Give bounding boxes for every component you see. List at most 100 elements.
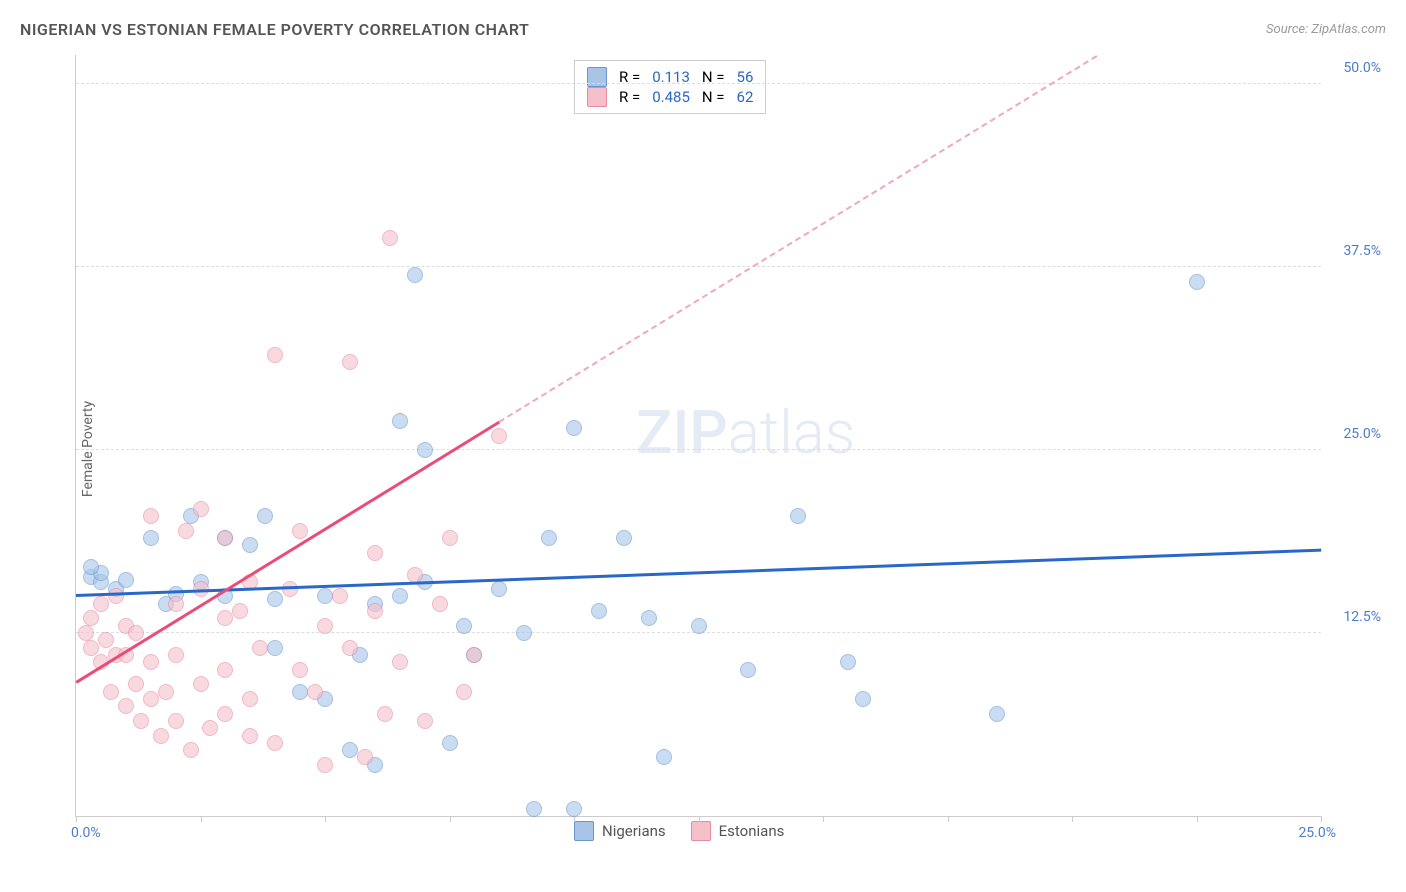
point-estonian bbox=[128, 676, 144, 692]
point-estonian bbox=[143, 691, 159, 707]
point-estonian bbox=[217, 662, 233, 678]
blue-trend-line bbox=[76, 548, 1321, 596]
source-label: Source: ZipAtlas.com bbox=[1266, 22, 1386, 37]
chart-container: NIGERIAN VS ESTONIAN FEMALE POVERTY CORR… bbox=[0, 0, 1406, 892]
x-axis-min-label: 0.0% bbox=[71, 825, 101, 841]
point-nigerian bbox=[740, 662, 756, 678]
point-estonian bbox=[282, 581, 298, 597]
y-tick-label: 25.0% bbox=[1343, 426, 1381, 442]
swatch-pink bbox=[691, 821, 711, 841]
point-nigerian bbox=[83, 559, 99, 575]
point-estonian bbox=[417, 713, 433, 729]
point-nigerian bbox=[417, 442, 433, 458]
point-nigerian bbox=[118, 572, 134, 588]
x-tick bbox=[1072, 816, 1073, 822]
x-tick bbox=[1197, 816, 1198, 822]
point-estonian bbox=[168, 647, 184, 663]
point-estonian bbox=[133, 713, 149, 729]
legend-item: Estonians bbox=[691, 821, 785, 841]
point-nigerian bbox=[790, 508, 806, 524]
point-estonian bbox=[332, 588, 348, 604]
correlation-legend: R = 0.113 N = 56 R = 0.485 N = 62 bbox=[574, 60, 766, 114]
point-estonian bbox=[367, 603, 383, 619]
x-axis-max-label: 25.0% bbox=[1298, 825, 1336, 841]
point-estonian bbox=[491, 428, 507, 444]
point-estonian bbox=[202, 720, 218, 736]
point-estonian bbox=[143, 654, 159, 670]
point-estonian bbox=[407, 567, 423, 583]
header: NIGERIAN VS ESTONIAN FEMALE POVERTY CORR… bbox=[20, 20, 1386, 39]
gridline bbox=[76, 266, 1321, 267]
point-estonian bbox=[143, 508, 159, 524]
point-estonian bbox=[118, 698, 134, 714]
point-nigerian bbox=[292, 684, 308, 700]
point-nigerian bbox=[526, 801, 542, 817]
x-tick bbox=[325, 816, 326, 822]
point-estonian bbox=[342, 354, 358, 370]
point-estonian bbox=[158, 684, 174, 700]
point-nigerian bbox=[242, 537, 258, 553]
point-nigerian bbox=[257, 508, 273, 524]
point-nigerian bbox=[541, 530, 557, 546]
point-estonian bbox=[267, 735, 283, 751]
point-estonian bbox=[178, 523, 194, 539]
swatch-blue bbox=[574, 821, 594, 841]
point-estonian bbox=[232, 603, 248, 619]
legend-row: R = 0.485 N = 62 bbox=[587, 87, 753, 107]
point-estonian bbox=[93, 596, 109, 612]
series-legend: Nigerians Estonians bbox=[574, 821, 784, 841]
x-tick bbox=[76, 816, 77, 822]
point-estonian bbox=[217, 610, 233, 626]
point-estonian bbox=[292, 662, 308, 678]
point-nigerian bbox=[267, 591, 283, 607]
point-nigerian bbox=[491, 581, 507, 597]
point-estonian bbox=[392, 654, 408, 670]
point-nigerian bbox=[566, 801, 582, 817]
point-nigerian bbox=[392, 588, 408, 604]
x-tick bbox=[699, 816, 700, 822]
point-estonian bbox=[168, 596, 184, 612]
point-nigerian bbox=[989, 706, 1005, 722]
point-estonian bbox=[193, 676, 209, 692]
chart-title: NIGERIAN VS ESTONIAN FEMALE POVERTY CORR… bbox=[20, 20, 529, 39]
point-nigerian bbox=[591, 603, 607, 619]
x-tick bbox=[948, 816, 949, 822]
point-estonian bbox=[307, 684, 323, 700]
gridline bbox=[76, 83, 1321, 84]
point-estonian bbox=[292, 523, 308, 539]
point-nigerian bbox=[840, 654, 856, 670]
x-tick bbox=[450, 816, 451, 822]
point-estonian bbox=[217, 706, 233, 722]
point-nigerian bbox=[616, 530, 632, 546]
x-tick bbox=[823, 816, 824, 822]
plot-area: ZIPatlas R = 0.113 N = 56 R = 0.485 N = … bbox=[75, 55, 1321, 817]
point-nigerian bbox=[855, 691, 871, 707]
point-estonian bbox=[103, 684, 119, 700]
point-estonian bbox=[432, 596, 448, 612]
point-estonian bbox=[456, 684, 472, 700]
point-estonian bbox=[357, 749, 373, 765]
point-nigerian bbox=[442, 735, 458, 751]
point-nigerian bbox=[407, 267, 423, 283]
x-tick bbox=[201, 816, 202, 822]
point-estonian bbox=[217, 530, 233, 546]
point-estonian bbox=[317, 618, 333, 634]
point-estonian bbox=[242, 691, 258, 707]
point-nigerian bbox=[656, 749, 672, 765]
point-nigerian bbox=[317, 588, 333, 604]
point-estonian bbox=[442, 530, 458, 546]
point-estonian bbox=[342, 640, 358, 656]
point-nigerian bbox=[1189, 274, 1205, 290]
point-nigerian bbox=[456, 618, 472, 634]
point-estonian bbox=[183, 742, 199, 758]
point-nigerian bbox=[342, 742, 358, 758]
point-estonian bbox=[193, 501, 209, 517]
point-estonian bbox=[252, 640, 268, 656]
point-estonian bbox=[83, 640, 99, 656]
point-estonian bbox=[267, 347, 283, 363]
gridline bbox=[76, 449, 1321, 450]
point-nigerian bbox=[392, 413, 408, 429]
chart-area: Female Poverty ZIPatlas R = 0.113 N = 56… bbox=[50, 55, 1386, 842]
point-estonian bbox=[367, 545, 383, 561]
point-estonian bbox=[382, 230, 398, 246]
